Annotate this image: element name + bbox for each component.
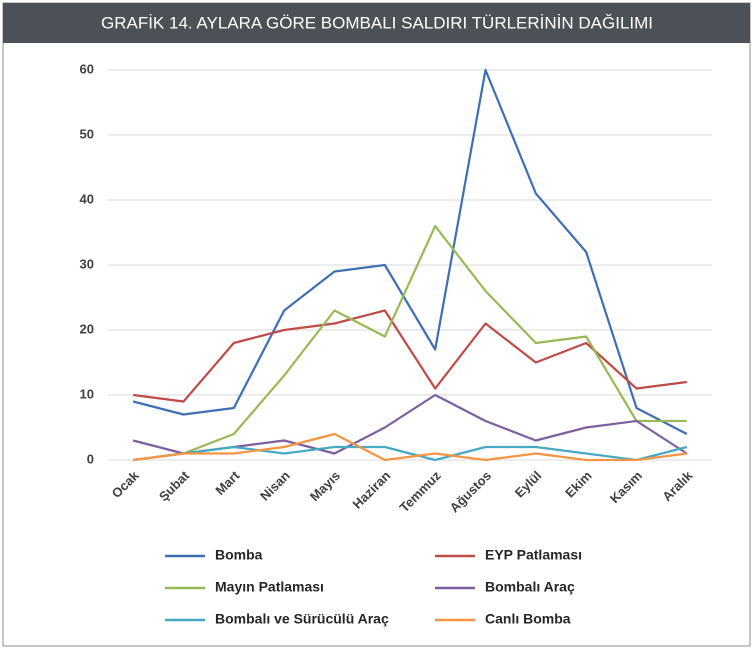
legend-label: Bombalı Araç bbox=[485, 579, 575, 595]
y-tick-label: 60 bbox=[80, 61, 94, 76]
y-tick-label: 30 bbox=[80, 256, 94, 271]
frame bbox=[2, 2, 751, 647]
series-line bbox=[133, 224, 687, 462]
series-line bbox=[132, 68, 688, 435]
y-tick-label: 40 bbox=[80, 191, 94, 206]
chart-title: GRAFİK 14. AYLARA GÖRE BOMBALI SALDIRI T… bbox=[101, 13, 653, 32]
series-line bbox=[133, 432, 687, 462]
y-tick-label: 0 bbox=[87, 451, 94, 466]
legend-label: Canlı Bomba bbox=[485, 611, 571, 627]
y-tick-label: 20 bbox=[80, 321, 94, 336]
legend-label: Bomba bbox=[215, 547, 263, 563]
y-tick-label: 50 bbox=[80, 126, 94, 141]
y-tick-label: 10 bbox=[80, 386, 94, 401]
legend-label: Mayın Patlaması bbox=[215, 579, 324, 595]
title-bar bbox=[3, 3, 750, 43]
series-line bbox=[133, 445, 688, 462]
legend-label: Bombalı ve Sürücülü Araç bbox=[215, 611, 389, 627]
legend-label: EYP Patlaması bbox=[485, 547, 582, 563]
